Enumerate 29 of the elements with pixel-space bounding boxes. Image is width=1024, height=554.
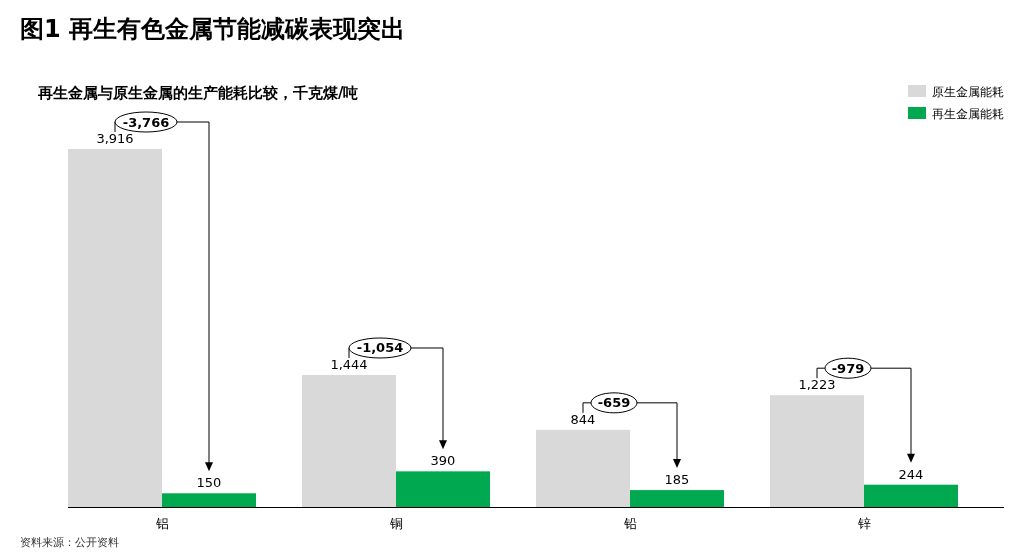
data-label: 244 <box>898 466 924 482</box>
text: 资料来源：公开资料 <box>20 536 119 549</box>
data-label: 150 <box>196 475 222 491</box>
chart-title: 图1 再生有色金属节能减碳表现突出 <box>20 15 406 43</box>
x-tick-label: 铝 <box>154 516 169 531</box>
data-label: 390 <box>430 453 456 469</box>
x-tick-label: 铅 <box>622 516 637 531</box>
bar <box>630 490 724 507</box>
x-tick-label: 锌 <box>856 516 871 531</box>
bar <box>536 429 630 507</box>
legend-label: 再生金属能耗 <box>932 107 1004 121</box>
annotation: -1,054 <box>356 340 404 356</box>
data-label: 1,223 <box>798 377 836 393</box>
bar <box>68 149 162 507</box>
annotation: -3,766 <box>122 114 170 130</box>
legend-label: 原生金属能耗 <box>932 85 1004 99</box>
data-label: 844 <box>570 411 596 427</box>
x-tick-label: 铜 <box>388 516 403 531</box>
data-label: 3,916 <box>96 131 134 146</box>
data-label: 185 <box>664 472 690 488</box>
bar <box>864 484 958 507</box>
bar <box>162 493 256 507</box>
annotation: -979 <box>831 360 865 376</box>
bar <box>396 471 490 507</box>
annotation: -659 <box>597 395 631 411</box>
chart-subtitle: 再生金属与原生金属的生产能耗比较，千克煤/吨 <box>37 84 359 102</box>
bar <box>302 374 396 507</box>
data-label: 1,444 <box>330 356 368 372</box>
bar <box>770 395 864 507</box>
